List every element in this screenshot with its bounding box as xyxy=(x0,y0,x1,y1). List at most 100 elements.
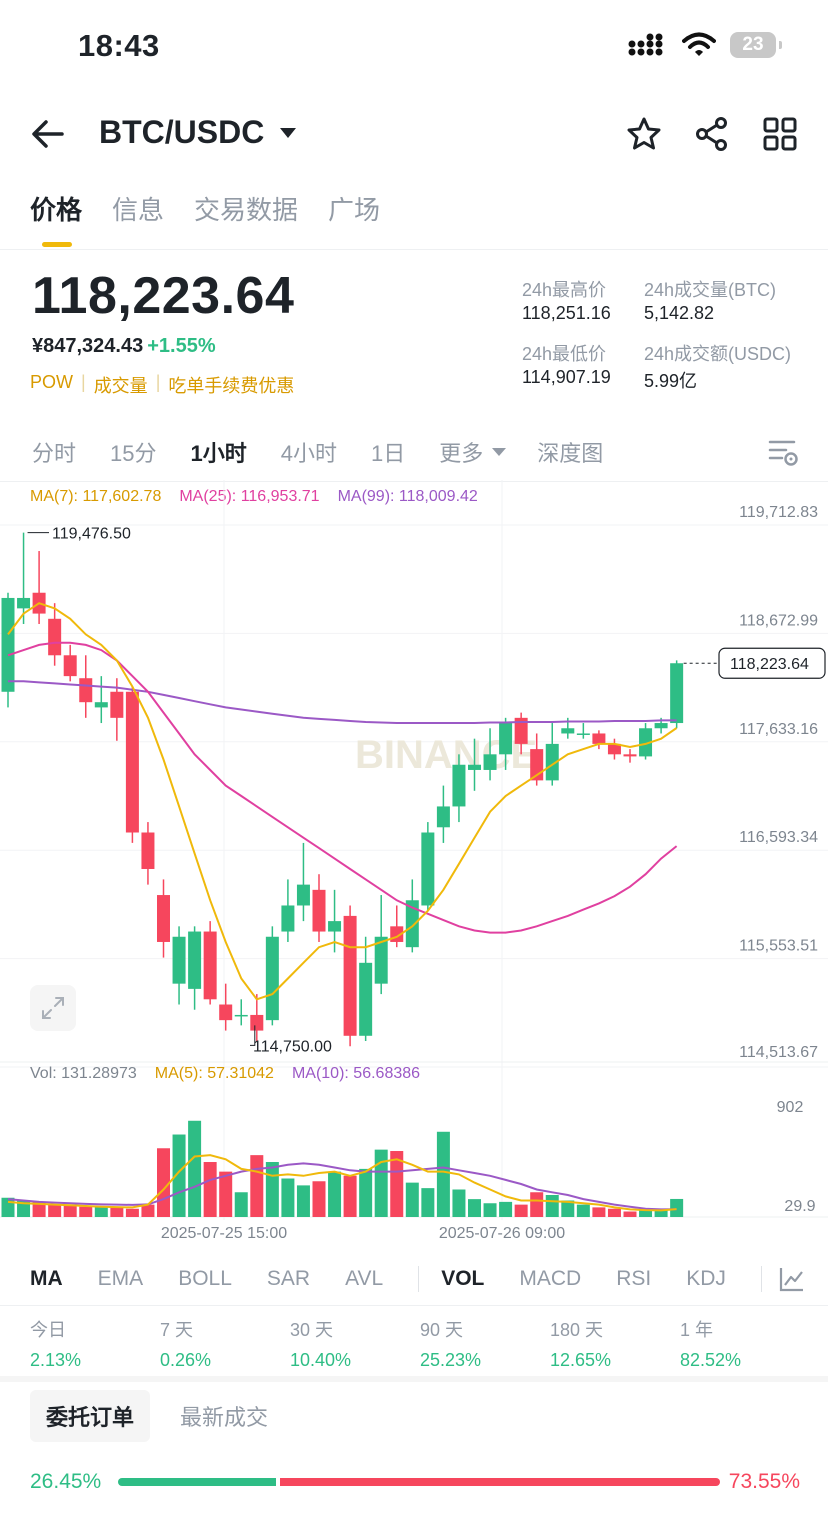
volume-bar xyxy=(188,1120,202,1217)
candle-body xyxy=(296,884,310,906)
ma99-line xyxy=(8,680,677,724)
vol-usdc-value: 5.99亿 xyxy=(644,371,698,391)
volume-bar xyxy=(94,1206,108,1217)
low-label: 24h最低价 xyxy=(522,344,607,364)
header: BTC/USDC xyxy=(0,100,828,170)
low-marker: 114,750.00 xyxy=(253,1038,332,1055)
section-tabs: 价格 信息 交易数据 广场 xyxy=(30,190,381,247)
indicator-settings-icon[interactable] xyxy=(778,1265,806,1293)
volume-bar xyxy=(203,1162,217,1217)
volume-bar xyxy=(670,1198,684,1217)
interval-15m[interactable]: 15分 xyxy=(110,441,157,466)
indicator-divider xyxy=(760,1266,762,1292)
status-time: 18:43 xyxy=(78,28,160,63)
indicator-ma[interactable]: MA xyxy=(30,1267,63,1290)
candle-body xyxy=(670,663,684,724)
tag-row: POW | 成交量 | 吃单手续费优惠 xyxy=(30,372,295,396)
volume-bar xyxy=(623,1211,637,1217)
wifi-icon xyxy=(682,32,716,56)
indicator-boll[interactable]: BOLL xyxy=(178,1267,232,1290)
indicator-sar[interactable]: SAR xyxy=(266,1267,311,1290)
ma-legend: MA(7): 117,602.78 MA(25): 116,953.71 MA(… xyxy=(30,488,478,506)
performance-row: 今日 2.13% 7 天 0.26% 30 天 10.40% 90 天 25.23% 1… xyxy=(30,1316,810,1371)
interval-1d[interactable]: 1日 xyxy=(371,441,406,466)
expand-icon xyxy=(42,997,64,1019)
volume-bar xyxy=(125,1208,139,1217)
perf-7d: 7 天 0.26% xyxy=(160,1320,212,1370)
tab-order-book[interactable]: 委托订单 xyxy=(30,1390,151,1442)
vol-ma5-legend: MA(5): 57.31042 xyxy=(154,1065,274,1082)
tab-recent-trades[interactable]: 最新成交 xyxy=(180,1405,269,1430)
indicator-avl[interactable]: AVL xyxy=(345,1267,384,1290)
volume-bar xyxy=(48,1204,62,1217)
price-axis-label: 114,513.67 xyxy=(739,1044,818,1061)
indicator-kdj[interactable]: KDJ xyxy=(686,1267,726,1290)
interval-more[interactable]: 更多 xyxy=(439,441,484,466)
interval-4h[interactable]: 4小时 xyxy=(280,441,337,466)
depth-chart-tab[interactable]: 深度图 xyxy=(537,441,604,466)
interval-1h[interactable]: 1小时 xyxy=(190,441,247,466)
candle-body xyxy=(592,733,606,744)
vol-ma5-line xyxy=(7,1154,677,1212)
tag-pow[interactable]: POW xyxy=(30,372,73,392)
indicator-rsi[interactable]: RSI xyxy=(616,1267,652,1290)
volume-bar xyxy=(250,1155,264,1217)
volume-bar xyxy=(561,1200,575,1217)
volume-bar xyxy=(328,1171,342,1217)
indicator-vol[interactable]: VOL xyxy=(441,1267,485,1290)
volume-bar xyxy=(654,1208,668,1217)
vol-usdc-label: 24h成交额(USDC) xyxy=(644,344,792,364)
interval-time-share[interactable]: 分时 xyxy=(32,441,77,466)
ma7-legend: MA(7): 117,602.78 xyxy=(30,488,162,505)
share-icon[interactable] xyxy=(694,116,730,152)
vol-value: Vol: 131.28973 xyxy=(30,1065,137,1082)
kline-chart[interactable]: BINANCE 119,712.83118,672.99117,633.1611… xyxy=(0,480,828,1240)
favorite-star-icon[interactable] xyxy=(626,116,662,152)
volume-bar xyxy=(1,1197,15,1217)
ratio-bar xyxy=(118,1478,720,1486)
indicator-macd[interactable]: MACD xyxy=(519,1267,582,1290)
candle-body xyxy=(312,889,326,932)
tab-price[interactable]: 价格 xyxy=(30,190,82,247)
current-price-value: 118,223.64 xyxy=(730,656,809,673)
indicator-ema[interactable]: EMA xyxy=(97,1267,144,1290)
candle-body xyxy=(203,931,217,1000)
last-price: 118,223.64 xyxy=(32,267,295,325)
candle-body xyxy=(374,936,388,984)
vol-btc-value: 5,142.82 xyxy=(644,303,715,323)
candle-body xyxy=(436,806,450,828)
indicator-tabs: MA EMA BOLL SAR AVL VOL MACD RSI KDJ xyxy=(30,1265,806,1293)
candles xyxy=(1,532,684,1047)
pair-selector[interactable]: BTC/USDC xyxy=(99,114,298,151)
volume-bar xyxy=(576,1204,590,1217)
tab-square[interactable]: 广场 xyxy=(328,195,381,225)
grid-menu-icon[interactable] xyxy=(762,116,798,152)
fullscreen-button[interactable] xyxy=(30,985,76,1031)
chart-settings-icon[interactable] xyxy=(768,438,800,468)
status-icons: 23 xyxy=(628,32,782,58)
candle-body xyxy=(654,723,668,729)
back-arrow-icon[interactable] xyxy=(30,116,66,152)
tag-volume[interactable]: 成交量 xyxy=(93,376,148,396)
volume-bar xyxy=(592,1207,606,1217)
pair-name: BTC/USDC xyxy=(99,114,265,150)
more-caret-icon[interactable] xyxy=(491,446,507,458)
candle-body xyxy=(405,900,419,948)
perf-30d: 30 天 10.40% xyxy=(290,1320,352,1370)
tab-trading-data[interactable]: 交易数据 xyxy=(194,195,299,225)
volume-bar xyxy=(436,1131,450,1217)
section-divider xyxy=(0,1376,828,1382)
volume-bar xyxy=(219,1171,233,1217)
perf-1y: 1 年 82.52% xyxy=(680,1320,742,1370)
tag-fee-discount[interactable]: 吃单手续费优惠 xyxy=(168,376,295,396)
candle-body xyxy=(265,936,279,1021)
candle-body xyxy=(172,936,186,984)
volume-bar xyxy=(374,1149,388,1217)
time-axis-label: 2025-07-26 09:00 xyxy=(439,1225,565,1240)
perf-90d: 90 天 25.23% xyxy=(420,1320,482,1370)
price-axis: 119,712.83 118,672.99 117,633.16 116,593.34… xyxy=(739,504,818,1061)
time-axis-label: 2025-07-25 15:00 xyxy=(161,1225,287,1240)
tab-info[interactable]: 信息 xyxy=(112,195,165,225)
volume-bar xyxy=(234,1192,248,1217)
cellular-signal-icon xyxy=(628,33,663,56)
